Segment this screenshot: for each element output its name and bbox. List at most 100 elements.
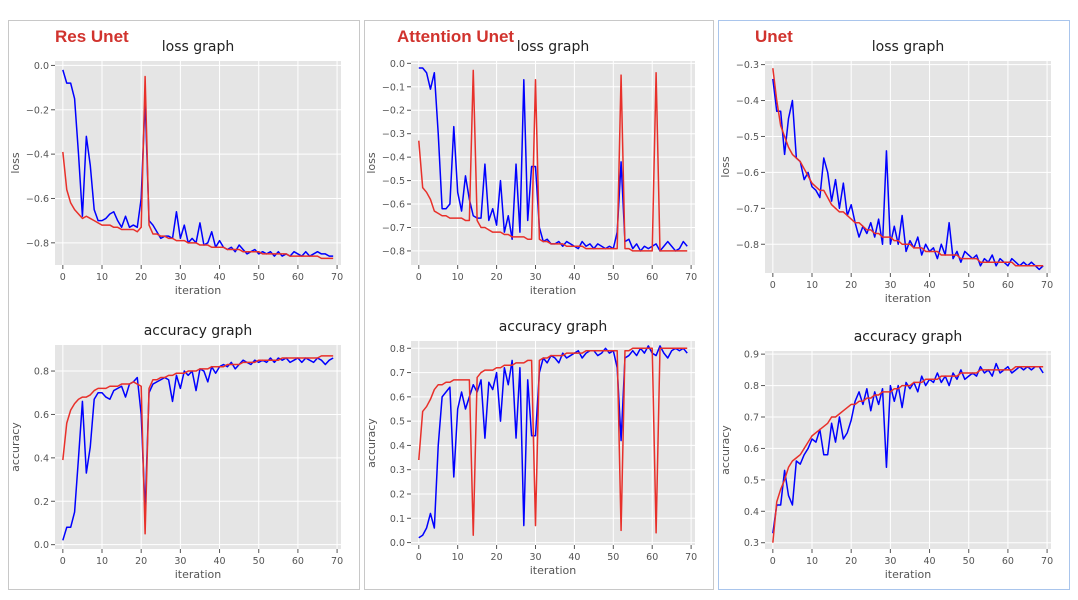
- y-tick-label-6: −0.6: [382, 200, 405, 211]
- panel-res-unet: Res Unet 0 10 20 30 40 50 60 70 0.0 −0.2 −0.4 −0.6 −…: [8, 20, 360, 590]
- y-tick-label-4: 0.7: [744, 413, 759, 424]
- y-tick-label-1: −0.4: [736, 96, 759, 107]
- x-tick-label-5: 50: [607, 552, 619, 563]
- series-line-1: [772, 68, 1044, 267]
- y-tick-label-1: 0.4: [744, 507, 759, 518]
- x-tick-label-3: 30: [884, 556, 896, 567]
- loss-chart: 0 10 20 30 40 50 60 70 0.0 −0.2 −0.4 −0.6 −0.8 loss g…: [9, 39, 343, 297]
- y-tick-label-6: 0.6: [390, 392, 405, 403]
- panel-attention-unet: Attention Unet 0 10 20 30 40 50 60 70 0.0 −0.1 −0.…: [364, 20, 714, 590]
- y-tick-label-0: 0.0: [390, 538, 405, 549]
- x-tick-label-6: 60: [646, 552, 658, 563]
- x-tick-label-0: 0: [416, 272, 422, 283]
- x-tick-label-6: 60: [292, 556, 304, 567]
- x-tick-label-1: 10: [806, 280, 818, 291]
- x-tick-label-0: 0: [770, 280, 776, 291]
- x-axis-label: iteration: [175, 284, 221, 297]
- x-tick-label-5: 50: [253, 272, 265, 283]
- chart-title: loss graph: [517, 39, 589, 55]
- x-tick-label-4: 40: [924, 556, 936, 567]
- y-tick-label-2: −0.2: [382, 106, 405, 117]
- x-tick-label-5: 50: [607, 272, 619, 283]
- y-tick-label-7: −0.7: [382, 223, 405, 234]
- x-axis-label: iteration: [175, 568, 221, 581]
- y-tick-label-1: 0.1: [390, 514, 405, 525]
- y-tick-label-4: 0.4: [390, 441, 405, 452]
- accuracy-chart: 0 10 20 30 40 50 60 70 0.0 0.1 0.2 0.3 0.4 0.5 0.6 0.7 0…: [365, 319, 697, 577]
- y-tick-label-1: −0.1: [382, 82, 405, 93]
- x-tick-label-5: 50: [963, 556, 975, 567]
- y-tick-label-4: −0.4: [382, 153, 405, 164]
- y-tick-label-2: 0.5: [744, 475, 759, 486]
- plot-background: [411, 61, 695, 265]
- x-tick-label-4: 40: [568, 272, 580, 283]
- y-axis-label: accuracy: [719, 425, 732, 475]
- series-line-0: [418, 345, 688, 539]
- y-axis-label: loss: [719, 156, 732, 178]
- y-tick-label-0: −0.3: [736, 60, 759, 71]
- y-tick-label-2: −0.5: [736, 132, 759, 143]
- x-tick-label-6: 60: [1002, 280, 1014, 291]
- series-line-1: [418, 347, 688, 537]
- y-tick-label-0: 0.0: [390, 59, 405, 70]
- plot-background: [765, 61, 1051, 273]
- x-tick-label-5: 50: [253, 556, 265, 567]
- x-tick-label-1: 10: [96, 272, 108, 283]
- x-tick-label-2: 20: [135, 556, 147, 567]
- x-tick-label-7: 70: [331, 556, 343, 567]
- y-tick-label-2: 0.4: [34, 453, 49, 464]
- series-line-1: [62, 75, 334, 260]
- chart-title: accuracy graph: [144, 323, 253, 339]
- x-tick-label-7: 70: [685, 272, 697, 283]
- accuracy-chart: 0 10 20 30 40 50 60 70 0.0 0.2 0.4 0.6 0.8 accuracy g…: [9, 323, 343, 581]
- model-title: Res Unet: [55, 27, 129, 46]
- x-tick-label-5: 50: [963, 280, 975, 291]
- x-tick-label-1: 10: [806, 556, 818, 567]
- x-axis-label: iteration: [530, 564, 576, 577]
- y-tick-label-8: 0.8: [390, 344, 405, 355]
- x-axis-label: iteration: [885, 292, 931, 305]
- y-tick-label-6: 0.9: [744, 350, 759, 361]
- chart-title: accuracy graph: [854, 329, 963, 345]
- x-tick-label-2: 20: [491, 272, 503, 283]
- x-axis-label: iteration: [885, 568, 931, 581]
- x-tick-label-4: 40: [214, 272, 226, 283]
- x-tick-label-0: 0: [60, 556, 66, 567]
- y-tick-label-4: −0.7: [736, 204, 759, 215]
- x-tick-label-0: 0: [416, 552, 422, 563]
- y-tick-label-5: −0.8: [736, 240, 759, 251]
- x-tick-label-3: 30: [529, 272, 541, 283]
- plot-background: [411, 341, 695, 545]
- y-tick-label-0: 0.0: [34, 61, 49, 72]
- x-tick-label-3: 30: [174, 556, 186, 567]
- x-tick-label-2: 20: [491, 552, 503, 563]
- y-axis-label: loss: [9, 152, 22, 174]
- y-tick-label-5: 0.8: [744, 381, 759, 392]
- accuracy-chart: 0 10 20 30 40 50 60 70 0.3 0.4 0.5 0.6 0.7 0.8 0.9 accu…: [719, 329, 1053, 581]
- y-axis-label: accuracy: [9, 422, 22, 472]
- y-tick-label-7: 0.7: [390, 368, 405, 379]
- x-tick-label-6: 60: [1002, 556, 1014, 567]
- x-tick-label-7: 70: [1041, 280, 1053, 291]
- series-line-1: [772, 365, 1044, 543]
- y-tick-label-3: 0.3: [390, 465, 405, 476]
- x-tick-label-1: 10: [96, 556, 108, 567]
- y-tick-label-3: 0.6: [34, 410, 49, 421]
- y-tick-label-3: −0.3: [382, 129, 405, 140]
- y-axis-label: accuracy: [365, 418, 378, 468]
- y-tick-label-2: −0.4: [26, 150, 49, 161]
- series-line-0: [62, 357, 334, 541]
- y-tick-label-5: 0.5: [390, 417, 405, 428]
- chart-title: accuracy graph: [499, 319, 608, 335]
- x-tick-label-6: 60: [292, 272, 304, 283]
- x-tick-label-0: 0: [60, 272, 66, 283]
- x-tick-label-4: 40: [568, 552, 580, 563]
- series-line-1: [62, 355, 334, 535]
- loss-chart: 0 10 20 30 40 50 60 70 0.0 −0.1 −0.2 −0.3 −0.4 −0.5 −0…: [365, 39, 697, 297]
- panel-unet: Unet 0 10 20 30 40 50 60 70 −0.3 −0.4 −0.5 −0.6 −0.7…: [718, 20, 1070, 590]
- y-tick-label-1: 0.2: [34, 497, 49, 508]
- y-tick-label-0: 0.0: [34, 540, 49, 551]
- y-tick-label-3: −0.6: [736, 168, 759, 179]
- x-tick-label-2: 20: [135, 272, 147, 283]
- model-title: Attention Unet: [397, 27, 515, 46]
